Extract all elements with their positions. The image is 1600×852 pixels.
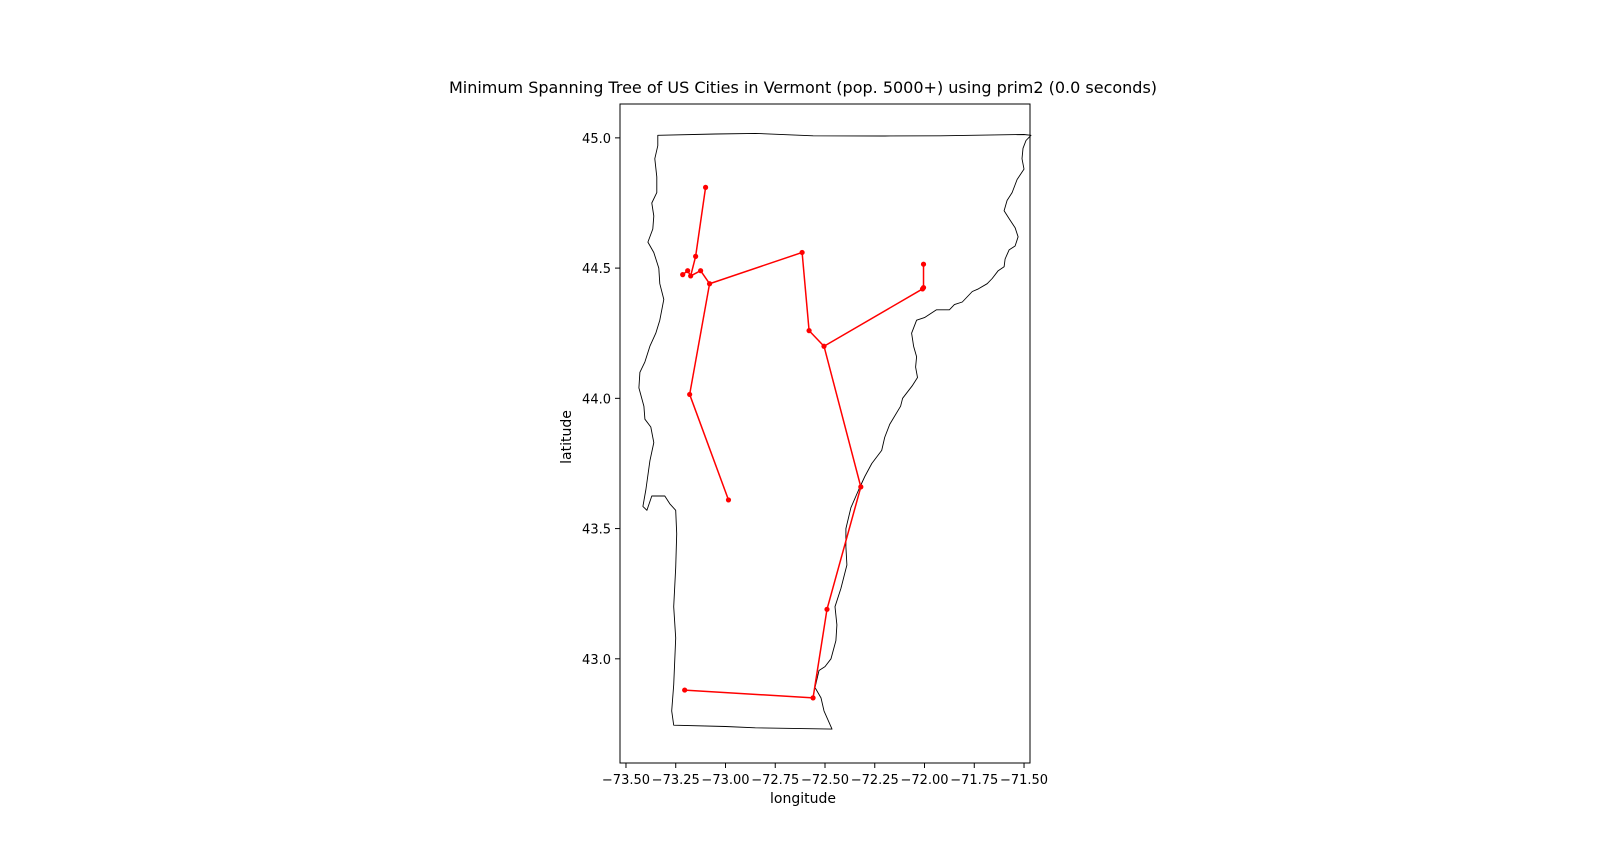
city-point	[821, 343, 827, 349]
x-tick-label: −72.25	[851, 773, 899, 788]
mst-edge	[688, 283, 711, 395]
x-tick-label: −72.50	[801, 773, 849, 788]
city-point	[693, 253, 699, 259]
y-tick-label: 44.0	[582, 392, 611, 407]
city-point	[799, 249, 805, 256]
city-point	[706, 281, 713, 287]
city-point	[688, 273, 694, 279]
city-point	[920, 285, 927, 291]
x-tick-label: −72.00	[900, 773, 948, 788]
city-point	[725, 497, 732, 503]
y-tick-label: 43.0	[582, 653, 611, 668]
plot-area	[638, 132, 1032, 730]
mst-edge	[801, 252, 810, 331]
y-tick-label: 44.5	[582, 262, 611, 277]
mst-edge	[694, 187, 707, 257]
mst-edge	[812, 609, 828, 698]
city-point	[687, 391, 693, 398]
axes: −73.50 −73.25 −73.00 −72.75 −72.50 −72.25 −72.…	[582, 103, 1048, 788]
chart-title: Minimum Spanning Tree of US Cities in Ve…	[449, 78, 1157, 97]
mst-edge	[709, 251, 803, 285]
city-point	[682, 687, 688, 693]
mst-edge	[823, 288, 923, 347]
mst-edge	[823, 346, 862, 488]
x-tick-label: −71.50	[1000, 773, 1048, 788]
x-tick-label: −73.25	[652, 773, 700, 788]
city-point	[810, 695, 816, 701]
city-point	[702, 184, 709, 190]
y-tick-label: 43.5	[582, 523, 611, 538]
city-point	[698, 268, 704, 274]
x-tick-label: −72.75	[751, 773, 799, 788]
city-point	[806, 328, 812, 334]
y-tick-label: 45.0	[582, 132, 611, 147]
mst-edge	[699, 270, 711, 285]
city-point	[680, 272, 686, 278]
mst-edge	[688, 394, 730, 501]
x-axis-label: longitude	[770, 791, 836, 807]
mst-edge	[689, 256, 697, 277]
x-tick-label: −73.00	[701, 773, 749, 788]
mst-edge	[808, 330, 825, 347]
city-point	[858, 484, 864, 490]
vermont-border	[638, 132, 1032, 730]
x-tick-label: −73.50	[602, 773, 650, 788]
mst-edge	[684, 689, 814, 699]
x-tick-label: −71.75	[950, 773, 998, 788]
city-point	[920, 261, 927, 267]
mst-edge	[826, 486, 862, 610]
city-point	[824, 606, 830, 612]
y-axis-label: latitude	[559, 410, 575, 464]
city-point	[685, 268, 691, 274]
